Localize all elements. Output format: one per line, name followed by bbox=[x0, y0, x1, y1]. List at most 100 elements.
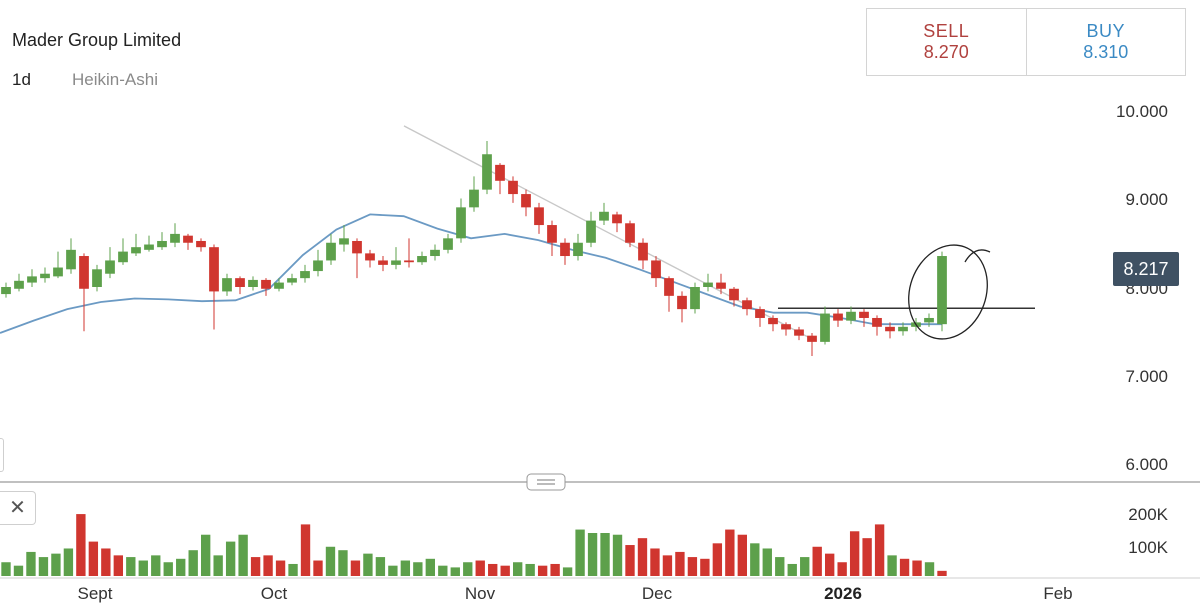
volume-bar bbox=[700, 558, 710, 576]
volume-bar bbox=[213, 555, 223, 576]
candle-body bbox=[53, 267, 63, 277]
candle bbox=[703, 273, 713, 292]
candle bbox=[690, 282, 700, 314]
volume-bar bbox=[612, 534, 623, 576]
buy-label: BUY bbox=[1086, 21, 1125, 41]
candle bbox=[157, 232, 167, 250]
buy-button[interactable]: BUY 8.310 bbox=[1025, 9, 1186, 75]
candle-body bbox=[1, 287, 11, 295]
pane-resize-handle[interactable] bbox=[526, 473, 566, 491]
candle bbox=[781, 322, 791, 336]
volume-bar bbox=[225, 541, 236, 576]
candle bbox=[92, 264, 102, 292]
circle-marker-tail bbox=[964, 249, 991, 263]
candle bbox=[261, 278, 271, 296]
volume-bar bbox=[750, 543, 760, 576]
volume-bar bbox=[662, 555, 673, 576]
volume-bar bbox=[138, 560, 148, 576]
volume-bar bbox=[937, 570, 947, 576]
candle bbox=[144, 235, 154, 252]
candle bbox=[859, 309, 869, 327]
candle bbox=[456, 198, 466, 243]
volume-bar bbox=[388, 565, 398, 576]
candle-body bbox=[66, 249, 76, 270]
chart-type-selector[interactable]: Heikin-Ashi bbox=[72, 70, 158, 89]
candle-body bbox=[625, 223, 635, 243]
volume-bar bbox=[837, 562, 847, 576]
candle bbox=[820, 306, 830, 345]
candle bbox=[508, 176, 518, 203]
candle bbox=[40, 267, 50, 283]
candle bbox=[27, 269, 37, 287]
candle-body bbox=[599, 211, 609, 221]
candle bbox=[586, 211, 596, 248]
candle bbox=[443, 233, 453, 254]
volume-bar bbox=[687, 557, 698, 576]
candle-body bbox=[729, 288, 739, 301]
instrument-title: Mader Group Limited bbox=[12, 30, 182, 50]
candle bbox=[222, 273, 232, 296]
volume-bar bbox=[762, 548, 772, 576]
volume-bar bbox=[51, 553, 61, 576]
volume-bar bbox=[126, 557, 136, 576]
candle bbox=[664, 276, 674, 312]
candle bbox=[313, 249, 323, 277]
candle-body bbox=[495, 164, 505, 181]
volume-bar bbox=[537, 565, 548, 576]
candle bbox=[547, 220, 557, 257]
candle bbox=[807, 333, 817, 357]
candle-body bbox=[534, 207, 544, 226]
volume-bar bbox=[575, 529, 585, 576]
volume-bar bbox=[712, 543, 723, 576]
candle-body bbox=[742, 300, 752, 310]
sell-button[interactable]: SELL 8.270 bbox=[867, 9, 1026, 75]
sell-label: SELL bbox=[923, 21, 970, 41]
close-icon[interactable]: ✕ bbox=[0, 491, 36, 525]
candle bbox=[183, 233, 193, 250]
candle-body bbox=[209, 247, 219, 292]
candle bbox=[287, 273, 297, 286]
volume-bar bbox=[812, 546, 822, 576]
volume-bar bbox=[862, 538, 872, 576]
volume-bar bbox=[425, 558, 435, 576]
price-axis: 10.000 9.000 8.000 7.000 6.000 bbox=[1116, 102, 1168, 474]
candle bbox=[209, 244, 219, 330]
volume-bar bbox=[400, 560, 411, 576]
candle-body bbox=[898, 326, 908, 332]
side-panel-toggle[interactable] bbox=[0, 438, 4, 472]
candle-body bbox=[391, 260, 401, 265]
candle bbox=[898, 322, 908, 336]
candle bbox=[677, 291, 687, 323]
candle-body bbox=[508, 180, 518, 195]
candle bbox=[391, 247, 401, 270]
candle-body bbox=[417, 256, 427, 263]
volume-bar bbox=[924, 562, 935, 576]
candle-body bbox=[560, 242, 570, 257]
candle bbox=[105, 247, 115, 279]
volume-bar bbox=[151, 555, 161, 576]
volume-bar bbox=[176, 558, 186, 576]
candle-body bbox=[131, 247, 141, 254]
candle-body bbox=[482, 154, 492, 190]
volume-bar bbox=[238, 534, 248, 576]
volume-bar bbox=[338, 550, 348, 576]
volume-bar bbox=[637, 538, 648, 576]
volume-bar bbox=[887, 555, 897, 576]
candle-body bbox=[326, 242, 336, 261]
candle-body bbox=[14, 280, 24, 289]
volume-bar bbox=[513, 562, 523, 576]
volume-bar bbox=[912, 560, 922, 576]
volume-bar bbox=[38, 557, 49, 576]
candle bbox=[833, 309, 843, 327]
volume-bar bbox=[500, 565, 510, 576]
volume-bar bbox=[1, 562, 11, 576]
candle bbox=[170, 223, 180, 248]
candle-body bbox=[339, 238, 349, 245]
candle bbox=[196, 238, 206, 252]
volume-bar bbox=[550, 563, 560, 576]
candle-body bbox=[92, 269, 102, 287]
candle bbox=[651, 256, 661, 287]
candle bbox=[638, 238, 648, 270]
interval-selector[interactable]: 1d bbox=[12, 70, 31, 89]
